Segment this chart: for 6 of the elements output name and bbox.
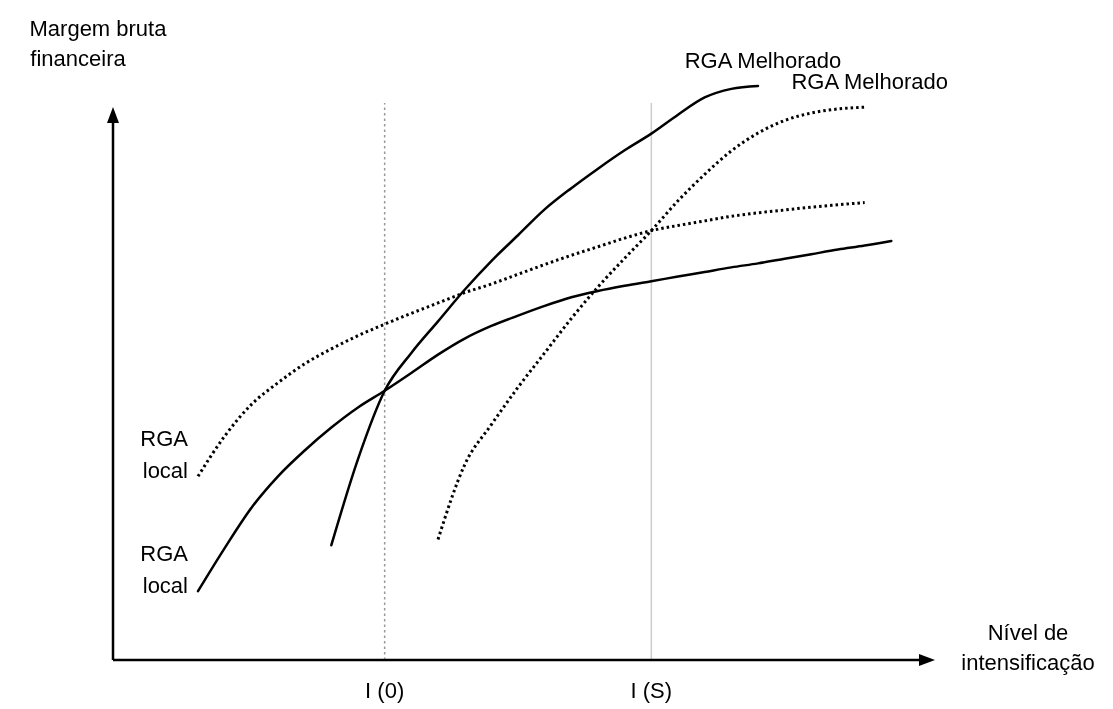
- series-label: RGA local: [140, 541, 189, 599]
- series-label: RGA local: [140, 426, 189, 484]
- x-tick-label: I (0): [365, 678, 405, 703]
- x-axis-title: Nível de intensificação: [961, 620, 1095, 675]
- y-axis-title: Margem bruta financeira: [29, 16, 168, 71]
- x-tick-label: I (S): [630, 678, 673, 703]
